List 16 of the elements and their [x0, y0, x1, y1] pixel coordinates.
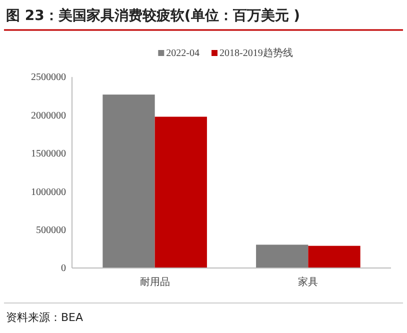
y-tick-label: 2000000 [31, 110, 66, 122]
x-tick-label: 家具 [298, 276, 318, 288]
bar [102, 94, 155, 268]
text: 资料来源：BEA [6, 311, 84, 324]
bar [256, 244, 308, 268]
y-tick-label: 0 [61, 263, 66, 274]
y-tick-label: 2500000 [31, 72, 66, 84]
x-tick-label: 耐用品 [140, 277, 170, 288]
y-tick-label: 500000 [36, 225, 66, 236]
y-tick-label: 1000000 [31, 186, 66, 198]
y-tick-label: 1500000 [31, 148, 66, 160]
chart-title: 图 23：美国家具消费较疲软(单位：百万美元 ) [6, 7, 300, 24]
legend-label: 2022-04 [166, 48, 200, 59]
legend-label: 2018-2019趋势线 [220, 47, 293, 59]
bar [154, 116, 207, 268]
bar [308, 246, 360, 268]
